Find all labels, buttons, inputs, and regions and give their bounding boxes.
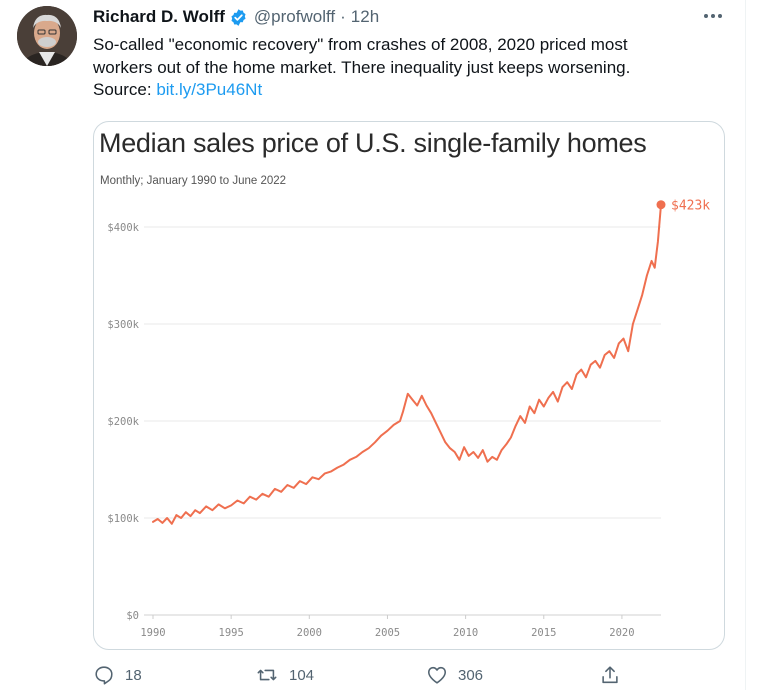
x-tick-label: 2010: [453, 627, 478, 639]
x-tick-label: 2000: [297, 627, 322, 639]
chart-title: Median sales price of U.S. single-family…: [99, 128, 647, 158]
like-button[interactable]: 306: [426, 664, 483, 686]
avatar[interactable]: [17, 6, 77, 66]
retweet-count: 104: [289, 666, 315, 684]
source-label: Source:: [93, 80, 152, 99]
tweet-text: So-called "economic recovery" from crash…: [93, 34, 733, 102]
x-tick-label: 2020: [609, 627, 634, 639]
y-tick-label: $0: [126, 610, 139, 622]
like-icon: [427, 666, 447, 684]
reply-button[interactable]: 18: [93, 664, 142, 686]
y-tick-label: $100k: [107, 513, 139, 525]
end-value-label: $423k: [671, 199, 710, 214]
share-button[interactable]: [599, 664, 621, 686]
reply-icon: [95, 666, 113, 685]
end-point-marker: [656, 200, 666, 210]
chart-image-card[interactable]: Median sales price of U.S. single-family…: [93, 121, 725, 650]
x-tick-label: 1995: [219, 627, 244, 639]
price-series-line: [152, 203, 662, 525]
author-name[interactable]: Richard D. Wolff: [93, 7, 225, 26]
retweet-button[interactable]: 104: [255, 664, 314, 686]
y-tick-label: $400k: [107, 222, 139, 234]
tweet-actions-bar: 18 104 306: [93, 664, 633, 690]
y-tick-label: $300k: [107, 319, 139, 331]
separator-dot: ·: [340, 7, 346, 26]
share-icon: [602, 666, 618, 684]
x-tick-label: 2015: [531, 627, 556, 639]
column-divider: [745, 0, 746, 690]
verified-badge-icon: [229, 8, 248, 27]
tweet-source-line: Source: bit.ly/3Pu46Nt: [93, 79, 733, 102]
tweet-text-line: workers out of the home market. There in…: [93, 57, 631, 77]
avatar-photo: [17, 6, 77, 66]
reply-count: 18: [125, 666, 142, 684]
tweet-header: Richard D. Wolff @profwolff · 12h: [93, 6, 379, 28]
x-tick-label: 2005: [375, 627, 400, 639]
more-options-icon[interactable]: [700, 6, 726, 26]
chart-plot: $0 $100k $200k $300k $400k 1990 1995 2000 2005 20…: [107, 199, 710, 639]
y-tick-label: $200k: [107, 416, 139, 428]
source-link[interactable]: bit.ly/3Pu46Nt: [156, 80, 263, 99]
author-handle[interactable]: @profwolff: [253, 7, 336, 26]
x-tick-label: 1990: [140, 627, 165, 639]
tweet-timestamp[interactable]: 12h: [350, 7, 380, 26]
chart-subtitle: Monthly; January 1990 to June 2022: [100, 175, 287, 187]
like-count: 306: [458, 666, 484, 684]
retweet-icon: [257, 669, 277, 681]
tweet-text-line: So-called "economic recovery" from crash…: [93, 35, 628, 54]
